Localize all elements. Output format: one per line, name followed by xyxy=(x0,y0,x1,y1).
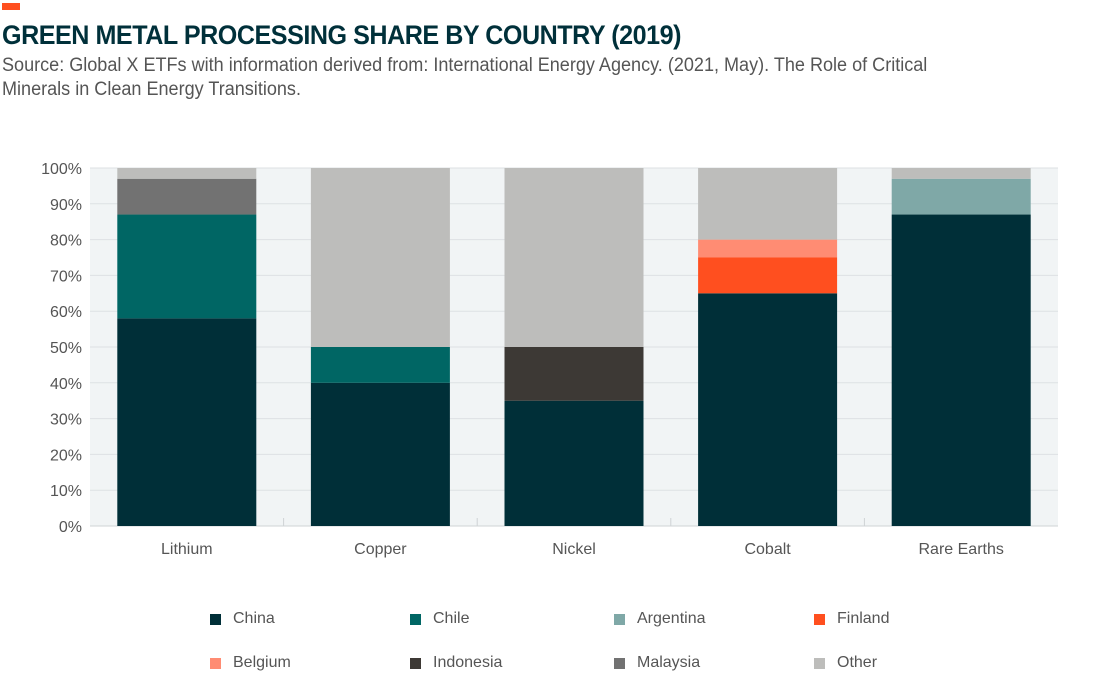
y-tick-label: 90% xyxy=(50,197,82,214)
y-tick-label: 60% xyxy=(50,304,82,321)
bar-segment-other-rare-earths xyxy=(891,168,1031,179)
bar-segment-china-lithium xyxy=(117,318,257,526)
x-tick-label: Rare Earths xyxy=(919,541,1004,558)
legend-item-chile: Chile xyxy=(410,610,469,628)
x-tick-label: Lithium xyxy=(161,541,213,558)
legend-label: Malaysia xyxy=(637,654,701,671)
legend-item-other: Other xyxy=(814,654,877,672)
y-tick-label: 40% xyxy=(50,376,82,393)
legend-label: Belgium xyxy=(233,654,291,671)
y-tick-label: 100% xyxy=(41,161,82,178)
bar-segment-belgium-cobalt xyxy=(698,239,838,258)
bar-segment-other-copper xyxy=(310,168,450,347)
x-tick-label: Copper xyxy=(354,541,407,558)
legend-swatch xyxy=(410,613,421,625)
y-tick-label: 30% xyxy=(50,412,82,429)
legend-label: Chile xyxy=(433,610,470,627)
legend-label: Indonesia xyxy=(433,654,503,671)
bar-segment-malaysia-lithium xyxy=(117,178,257,215)
bar-segment-other-cobalt xyxy=(698,168,838,240)
legend-item-argentina: Argentina xyxy=(614,610,706,628)
bar-segment-china-nickel xyxy=(504,400,644,526)
bar-segment-argentina-rare-earths xyxy=(891,178,1031,215)
bar-segment-other-nickel xyxy=(504,168,644,347)
y-tick-label: 0% xyxy=(59,519,82,536)
legend-item-malaysia: Malaysia xyxy=(614,654,700,672)
bar-segment-other-lithium xyxy=(117,168,257,179)
bar-segment-indonesia-nickel xyxy=(504,347,644,401)
legend-swatch xyxy=(814,613,825,625)
y-tick-label: 20% xyxy=(50,447,82,464)
x-tick-label: Cobalt xyxy=(744,541,791,558)
bar-segment-china-cobalt xyxy=(698,293,838,526)
legend-item-indonesia: Indonesia xyxy=(410,654,502,672)
legend-swatch xyxy=(814,657,825,669)
bar-segment-china-rare-earths xyxy=(891,214,1031,527)
bar-segment-china-copper xyxy=(310,382,450,526)
y-tick-label: 80% xyxy=(50,233,82,250)
chart-title: GREEN METAL PROCESSING SHARE BY COUNTRY … xyxy=(2,20,682,50)
legend-item-belgium: Belgium xyxy=(210,654,291,672)
legend-label: China xyxy=(233,610,275,627)
y-tick-label: 50% xyxy=(50,340,82,357)
legend-label: Finland xyxy=(837,610,890,627)
legend-label: Other xyxy=(837,654,878,671)
chart-subtitle: Source: Global X ETFs with information d… xyxy=(2,55,928,100)
legend-swatch xyxy=(614,657,625,669)
legend-item-finland: Finland xyxy=(814,610,889,628)
bar-segment-finland-cobalt xyxy=(698,257,838,294)
legend-swatch xyxy=(614,613,625,625)
y-tick-label: 10% xyxy=(50,483,82,500)
legend-swatch xyxy=(210,657,221,669)
x-tick-label: Nickel xyxy=(552,541,596,558)
legend-swatch xyxy=(210,613,221,625)
bar-segment-chile-lithium xyxy=(117,214,257,319)
legend-swatch xyxy=(410,657,421,669)
legend-item-china: China xyxy=(210,610,275,628)
legend-label: Argentina xyxy=(637,610,706,627)
y-tick-label: 70% xyxy=(50,268,82,285)
brand-accent-bar xyxy=(2,3,20,10)
bar-segment-chile-copper xyxy=(310,347,450,383)
